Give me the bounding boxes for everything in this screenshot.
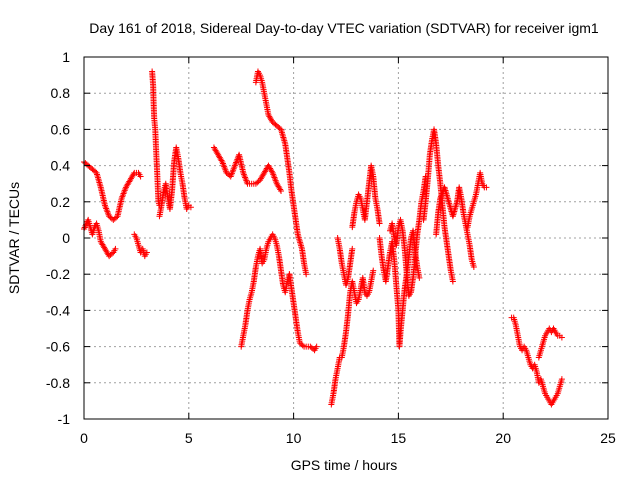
data-point xyxy=(299,342,306,349)
series-s17 xyxy=(464,169,490,231)
y-tick-label: -0.6 xyxy=(46,339,70,355)
y-tick-label: 0.2 xyxy=(51,194,71,210)
data-point xyxy=(416,274,423,281)
data-point xyxy=(303,271,310,278)
series-s6 xyxy=(210,144,285,194)
y-tick-label: 0.4 xyxy=(51,158,71,174)
data-point xyxy=(268,168,275,175)
data-point xyxy=(277,186,284,193)
x-tick-label: 0 xyxy=(80,430,88,446)
data-point xyxy=(143,249,150,256)
x-tick-label: 5 xyxy=(185,430,193,446)
series-s19 xyxy=(535,325,565,361)
axis-ticks xyxy=(83,56,609,420)
series-s9 xyxy=(286,271,320,354)
series-s15 xyxy=(420,126,456,285)
x-tick-label: 25 xyxy=(600,430,616,446)
data-point xyxy=(137,173,144,180)
x-axis-label: GPS time / hours xyxy=(291,457,398,473)
x-tick-label: 15 xyxy=(391,430,407,446)
data-point xyxy=(187,204,194,211)
data-point xyxy=(112,245,119,252)
data-point xyxy=(558,376,565,383)
y-tick-label: 1 xyxy=(62,49,70,65)
series-s12 xyxy=(349,162,383,231)
x-tick-label: 20 xyxy=(495,430,511,446)
y-tick-label: 0 xyxy=(62,230,70,246)
data-point xyxy=(218,157,225,164)
series-s10 xyxy=(328,267,377,408)
y-axis-label: SDTVAR / TECUs xyxy=(6,182,22,294)
data-point xyxy=(108,250,115,257)
series-s2 xyxy=(81,216,119,260)
x-tick-label: 10 xyxy=(286,430,302,446)
data-point xyxy=(483,184,490,191)
data-point xyxy=(278,187,285,194)
y-tick-label: -0.2 xyxy=(46,266,70,282)
y-tick-label: -0.8 xyxy=(46,375,70,391)
y-tick-label: -0.4 xyxy=(46,302,70,318)
chart-title: Day 161 of 2018, Sidereal Day-to-day VTE… xyxy=(89,20,599,36)
x-tick-labels: 0 5 10 15 20 25 xyxy=(80,430,616,446)
data-point xyxy=(130,171,137,178)
series-s4 xyxy=(149,68,163,209)
y-tick-labels: -1 -0.8 -0.6 -0.4 -0.2 0 0.2 0.4 0.6 0.8 1 xyxy=(46,49,70,427)
series-s8 xyxy=(238,231,293,350)
series-s14 xyxy=(387,173,429,299)
series-s7 xyxy=(252,68,310,278)
y-tick-label: 0.6 xyxy=(51,121,71,137)
data-point xyxy=(558,334,565,341)
data-point xyxy=(376,220,383,227)
series-s5 xyxy=(156,144,194,220)
y-tick-label: -1 xyxy=(58,411,71,427)
data-point xyxy=(449,278,456,285)
y-tick-label: 0.8 xyxy=(51,85,71,101)
series-s18 xyxy=(508,314,565,408)
data-point xyxy=(349,245,356,252)
series-s16 xyxy=(433,184,477,270)
series-s11 xyxy=(334,235,356,289)
series-s1 xyxy=(81,158,144,223)
data-markers xyxy=(81,68,565,408)
series-s3 xyxy=(131,231,150,260)
data-point xyxy=(470,263,477,270)
data-point xyxy=(370,267,377,274)
data-point xyxy=(313,343,320,350)
